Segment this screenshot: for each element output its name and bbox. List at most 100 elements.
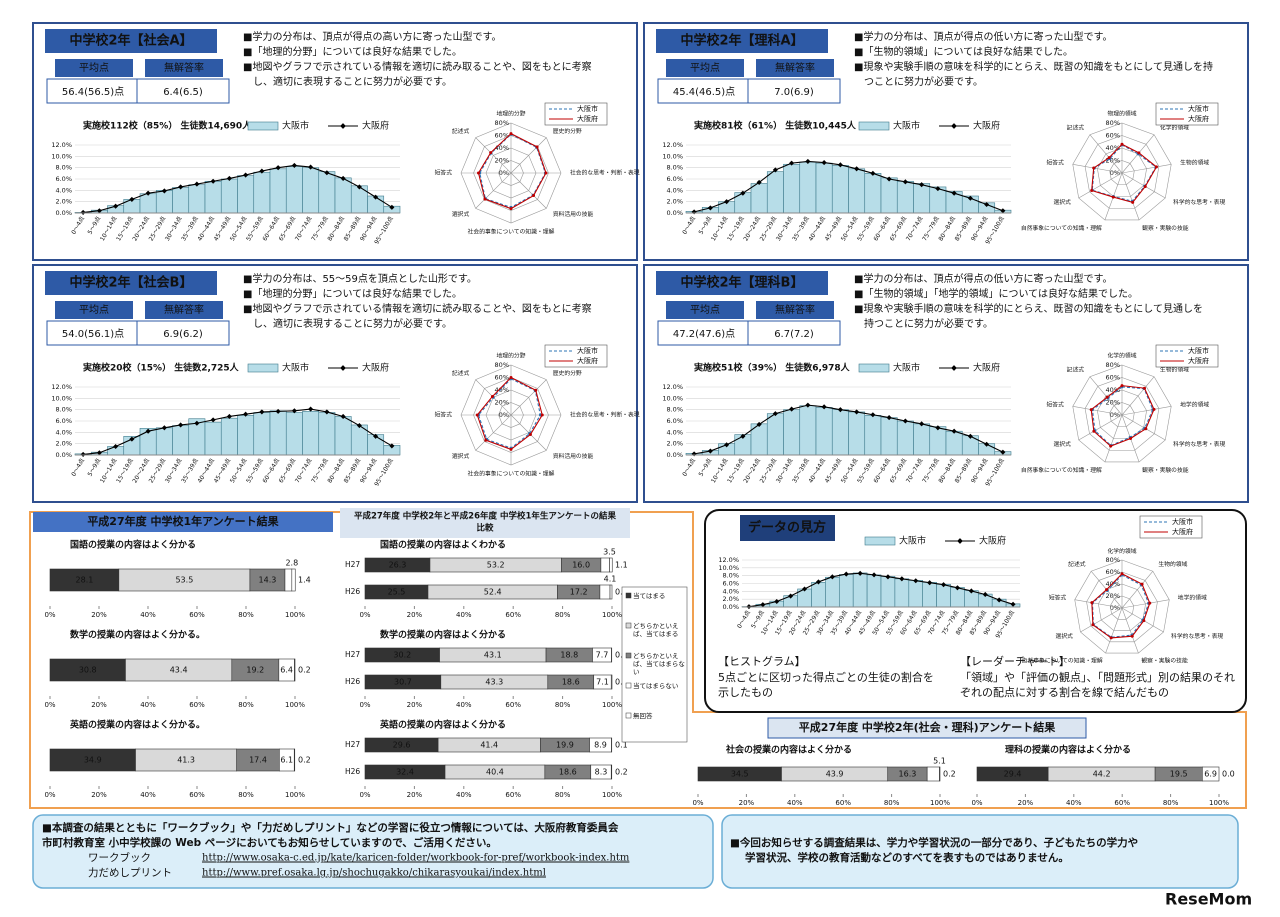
stat-value: 54.0(56.1)点 — [62, 328, 124, 340]
x-tick-label: 0% — [971, 799, 982, 807]
histogram-bar — [945, 430, 963, 456]
legend-swatch — [340, 365, 346, 371]
value-label: 44.2 — [1093, 770, 1111, 779]
x-tick-label: 60% — [505, 611, 521, 619]
line-marker — [885, 574, 891, 580]
histogram-bar — [220, 178, 238, 214]
radar-marker — [509, 376, 513, 379]
value-label: 40.4 — [486, 768, 504, 777]
r-tick-label: 20% — [1106, 157, 1120, 165]
axis-label: 科学的な思考・表現 — [1171, 632, 1223, 640]
line-marker — [802, 586, 808, 592]
link-url[interactable]: http://www.osaka-c.ed.jp/kate/karicen-fo… — [202, 853, 630, 864]
histogram-bar — [334, 177, 352, 214]
line-marker — [941, 582, 947, 588]
comment-line: つことに努力が必要です。 — [854, 75, 983, 88]
x-tick-label: 0% — [359, 611, 370, 619]
x-tick-label: 40% — [1066, 799, 1082, 807]
line-marker — [80, 209, 86, 215]
section-title: 平成27年度 中学校2年と平成26年度 中学校1年生アンケートの結果 — [354, 511, 617, 522]
legend-swatch — [625, 712, 632, 719]
legend-label: 当てはまる — [633, 592, 666, 600]
line-marker — [96, 450, 102, 456]
radar-marker — [1148, 601, 1152, 605]
comment-line: し、適切に表現することに努力が必要です。 — [243, 317, 452, 330]
grid-ring — [1109, 595, 1135, 620]
value-label: 25.5 — [388, 588, 406, 597]
row-label: H26 — [345, 587, 360, 596]
value-label: 14.3 — [259, 576, 277, 585]
row-label: H27 — [345, 560, 360, 569]
y-tick-label: 0.0% — [666, 451, 683, 459]
legend-swatch — [951, 365, 957, 371]
link-url[interactable]: http://www.pref.osaka.lg.jp/shochugakko/… — [202, 868, 546, 879]
axis-label: 地理的分野 — [497, 352, 526, 360]
radar-marker — [1091, 623, 1095, 627]
histogram-bar — [318, 412, 336, 456]
x-tick-label: 60% — [189, 701, 205, 709]
histogram-bar — [896, 420, 914, 456]
guide-title: データの見方 — [748, 520, 826, 536]
note-box — [721, 814, 1239, 889]
legend-label: どちらかといえば、当てはまる — [633, 622, 679, 638]
spoke — [1121, 172, 1140, 221]
radar-marker — [477, 171, 480, 175]
y-tick-label: 6.0% — [55, 417, 72, 425]
histogram-bar — [838, 574, 854, 608]
line-marker — [373, 433, 379, 439]
comment-line: ■学力の分布は、55～59点を頂点とした山形です。 — [243, 272, 477, 285]
histogram-bar — [750, 183, 768, 214]
bar-segment — [284, 568, 293, 592]
r-tick-label: 20% — [1106, 592, 1120, 600]
stat-value: 56.4(56.5)点 — [62, 86, 124, 98]
radar-series — [1090, 385, 1155, 447]
histogram-bar — [894, 578, 910, 608]
line-marker — [96, 208, 102, 214]
comment-line: 持つことに努力が必要です。 — [854, 317, 993, 330]
line-marker — [324, 170, 330, 176]
x-tick-label: 0% — [44, 791, 55, 799]
r-tick-label: 80% — [1106, 119, 1120, 127]
legend-label: 大阪府 — [973, 362, 1000, 374]
histogram-bar — [811, 582, 826, 608]
spoke — [1078, 172, 1123, 199]
r-tick-label: 60% — [495, 132, 509, 140]
grid-ring — [1109, 402, 1135, 428]
line-marker — [1000, 449, 1006, 455]
line-marker — [161, 425, 167, 431]
radar-series — [1091, 574, 1150, 638]
y-tick-label: 8.0% — [55, 406, 72, 414]
axis-label: 記述式 — [1067, 123, 1085, 131]
line-marker — [870, 170, 876, 176]
line-marker — [194, 181, 200, 187]
spoke — [1121, 406, 1172, 416]
line-marker — [275, 165, 281, 171]
value-label: 43.4 — [170, 666, 188, 675]
stat-value-box — [747, 78, 841, 104]
radar-marker — [1092, 429, 1096, 433]
histogram-bar — [864, 173, 882, 214]
x-tick-label: 100% — [285, 701, 305, 709]
line — [83, 164, 393, 213]
guide-text: ぞれの配点に対する割合を線で結んだもの — [960, 685, 1169, 699]
radar-marker — [1140, 582, 1144, 586]
stat-label: 無解答率 — [775, 61, 815, 74]
line — [694, 404, 1004, 455]
line-marker — [935, 425, 941, 431]
spoke — [1121, 571, 1154, 609]
value-label: 0.2 — [298, 756, 311, 765]
legend-swatch — [625, 622, 632, 629]
histogram-bar — [950, 587, 965, 608]
y-tick-label: 10.0% — [662, 394, 683, 402]
line-marker — [129, 436, 135, 442]
axis-label: 科学的な思考・表現 — [1173, 198, 1225, 206]
question: 英語の授業の内容はよく分かる。 — [69, 719, 205, 731]
histogram-bar — [825, 576, 840, 608]
histogram-bar — [253, 171, 271, 214]
line-marker — [967, 433, 973, 439]
line-marker — [902, 418, 908, 424]
radar-marker — [1089, 408, 1093, 412]
panel — [643, 264, 1249, 503]
histogram-bar — [269, 410, 287, 456]
histogram-bar — [880, 417, 898, 456]
